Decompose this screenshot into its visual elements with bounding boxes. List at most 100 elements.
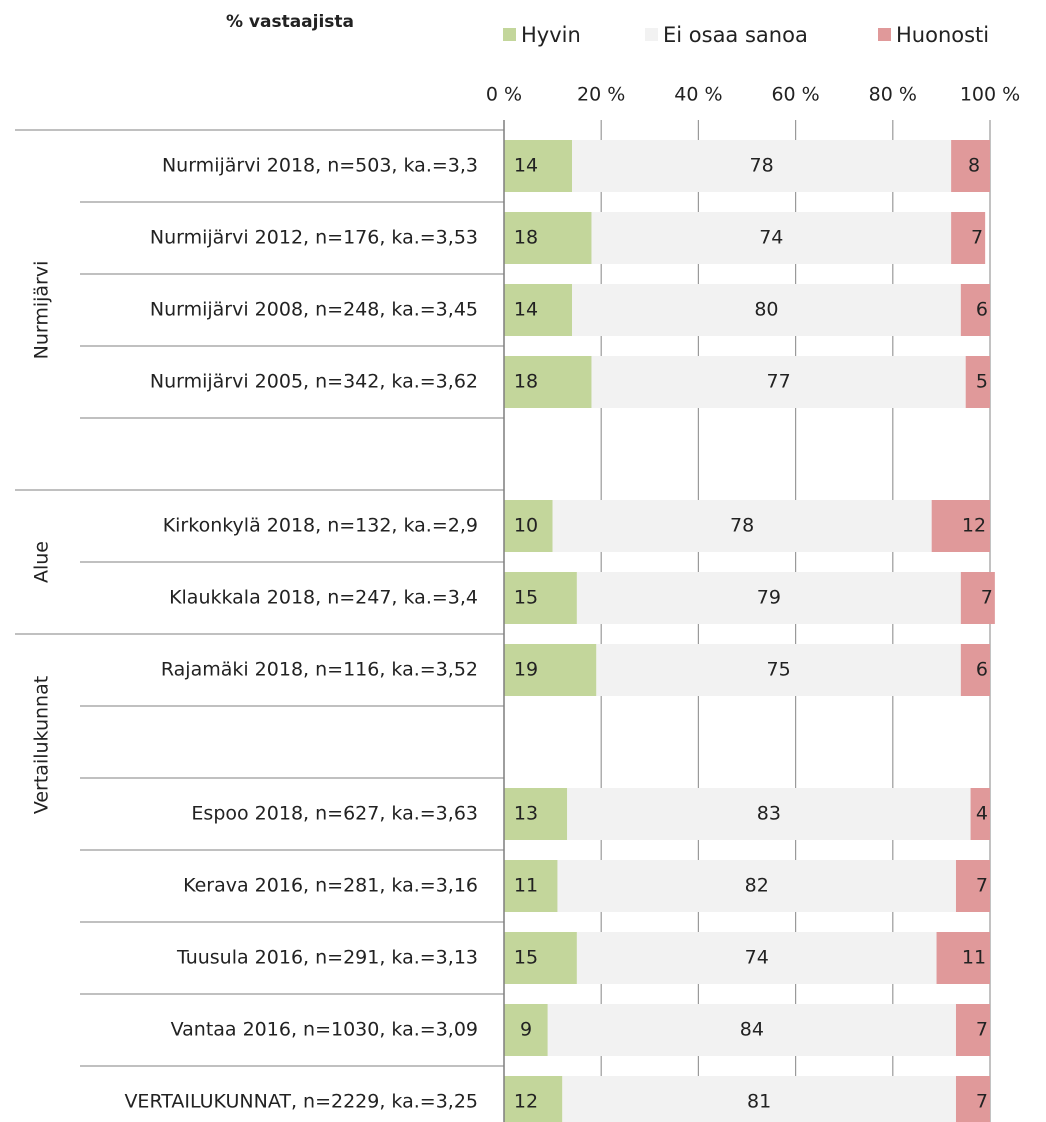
data-label: 12	[514, 1091, 538, 1113]
bar-segment	[567, 788, 971, 840]
y-tick-label: Nurmijärvi 2005, n=342, ka.=3,62	[150, 371, 478, 393]
data-label: 14	[514, 299, 538, 321]
bar-segment	[931, 500, 990, 552]
data-label: 5	[976, 371, 988, 393]
data-label: 74	[759, 227, 783, 249]
data-label: 15	[514, 947, 538, 969]
y-tick-label: Espoo 2018, n=627, ka.=3,63	[191, 803, 478, 825]
x-tick-label: 40 %	[674, 84, 722, 106]
bar-segment	[504, 356, 592, 408]
data-label: 10	[514, 515, 538, 537]
y-tick-label: Nurmijärvi 2018, n=503, ka.=3,3	[162, 155, 478, 177]
x-tick-label: 100 %	[960, 84, 1020, 106]
bar-segment	[960, 284, 990, 336]
bar-segment	[591, 356, 966, 408]
data-label: 7	[976, 875, 988, 897]
data-label: 6	[976, 299, 988, 321]
y-tick-label: Vantaa 2016, n=1030, ka.=3,09	[171, 1019, 478, 1041]
data-label: 12	[962, 515, 986, 537]
bar-segment	[504, 788, 568, 840]
y-tick-label: Rajamäki 2018, n=116, ka.=3,52	[161, 659, 478, 681]
bar-segment	[951, 212, 986, 264]
bar-segment	[572, 140, 952, 192]
data-label: 11	[514, 875, 538, 897]
y-tick-label: Kirkonkylä 2018, n=132, ka.=2,9	[163, 515, 478, 537]
legend-swatch	[645, 28, 658, 41]
bar-segment	[504, 1076, 563, 1122]
bar-segment	[951, 140, 990, 192]
bar-segment	[504, 140, 573, 192]
bar-segment	[504, 572, 577, 624]
bar-segment	[504, 212, 592, 264]
data-label: 9	[520, 1019, 532, 1041]
bar-segment	[576, 572, 961, 624]
data-label: 11	[962, 947, 986, 969]
data-label: 75	[766, 659, 790, 681]
y-tick-label: Nurmijärvi 2012, n=176, ka.=3,53	[150, 227, 478, 249]
data-label: 19	[514, 659, 538, 681]
bar-segment	[960, 572, 995, 624]
bar-segment	[504, 284, 573, 336]
x-tick-label: 20 %	[577, 84, 625, 106]
legend-swatch	[878, 28, 891, 41]
data-label: 4	[976, 803, 988, 825]
y-tick-label: Kerava 2016, n=281, ka.=3,16	[183, 875, 478, 897]
bar-segment	[936, 932, 990, 984]
group-label: Alue	[31, 541, 53, 583]
data-label: 78	[749, 155, 773, 177]
bar-segment	[970, 788, 990, 840]
data-label: 13	[514, 803, 538, 825]
bar-segment	[965, 356, 990, 408]
data-label: 80	[754, 299, 778, 321]
legend-swatch	[503, 28, 516, 41]
y-tick-label: VERTAILUKUNNAT, n=2229, ka.=3,25	[124, 1091, 478, 1113]
data-label: 7	[976, 1091, 988, 1113]
legend-label: Huonosti	[896, 23, 989, 47]
data-label: 15	[514, 587, 538, 609]
data-label: 78	[730, 515, 754, 537]
bar-segment	[547, 1004, 956, 1056]
data-label: 79	[757, 587, 781, 609]
bar-segment	[955, 1076, 990, 1122]
legend-label: Hyvin	[521, 23, 581, 47]
bar-segment	[504, 500, 553, 552]
group-label: Nurmijärvi	[31, 261, 53, 360]
data-label: 74	[745, 947, 769, 969]
bar-segment	[552, 500, 932, 552]
data-label: 7	[976, 1019, 988, 1041]
bar-segment	[596, 644, 961, 696]
bar-segment	[591, 212, 952, 264]
chart-title: % vastaajista	[226, 12, 354, 32]
data-label: 6	[976, 659, 988, 681]
data-label: 83	[757, 803, 781, 825]
data-label: 18	[514, 227, 538, 249]
y-tick-label: Klaukkala 2018, n=247, ka.=3,4	[169, 587, 478, 609]
bar-segment	[576, 932, 937, 984]
data-label: 77	[766, 371, 790, 393]
x-tick-label: 80 %	[869, 84, 917, 106]
data-label: 7	[971, 227, 983, 249]
group-label: Vertailukunnat	[31, 676, 53, 814]
bar-segment	[955, 1004, 990, 1056]
bar-segment	[504, 860, 558, 912]
bar-segment	[562, 1076, 956, 1122]
data-label: 7	[981, 587, 993, 609]
data-label: 84	[740, 1019, 764, 1041]
data-label: 8	[968, 155, 980, 177]
y-tick-label: Nurmijärvi 2008, n=248, ka.=3,45	[150, 299, 478, 321]
bar-segment	[504, 644, 597, 696]
bar-segment	[557, 860, 956, 912]
bar-segment	[504, 932, 577, 984]
data-label: 14	[514, 155, 538, 177]
data-label: 18	[514, 371, 538, 393]
x-tick-label: 60 %	[771, 84, 819, 106]
legend-label: Ei osaa sanoa	[663, 23, 808, 47]
x-tick-label: 0 %	[486, 84, 522, 106]
y-tick-label: Tuusula 2016, n=291, ka.=3,13	[176, 947, 478, 969]
bar-segment	[960, 644, 990, 696]
bar-segment	[572, 284, 961, 336]
data-label: 81	[747, 1091, 771, 1113]
bar-segment	[955, 860, 990, 912]
bar-segment	[504, 1004, 548, 1056]
